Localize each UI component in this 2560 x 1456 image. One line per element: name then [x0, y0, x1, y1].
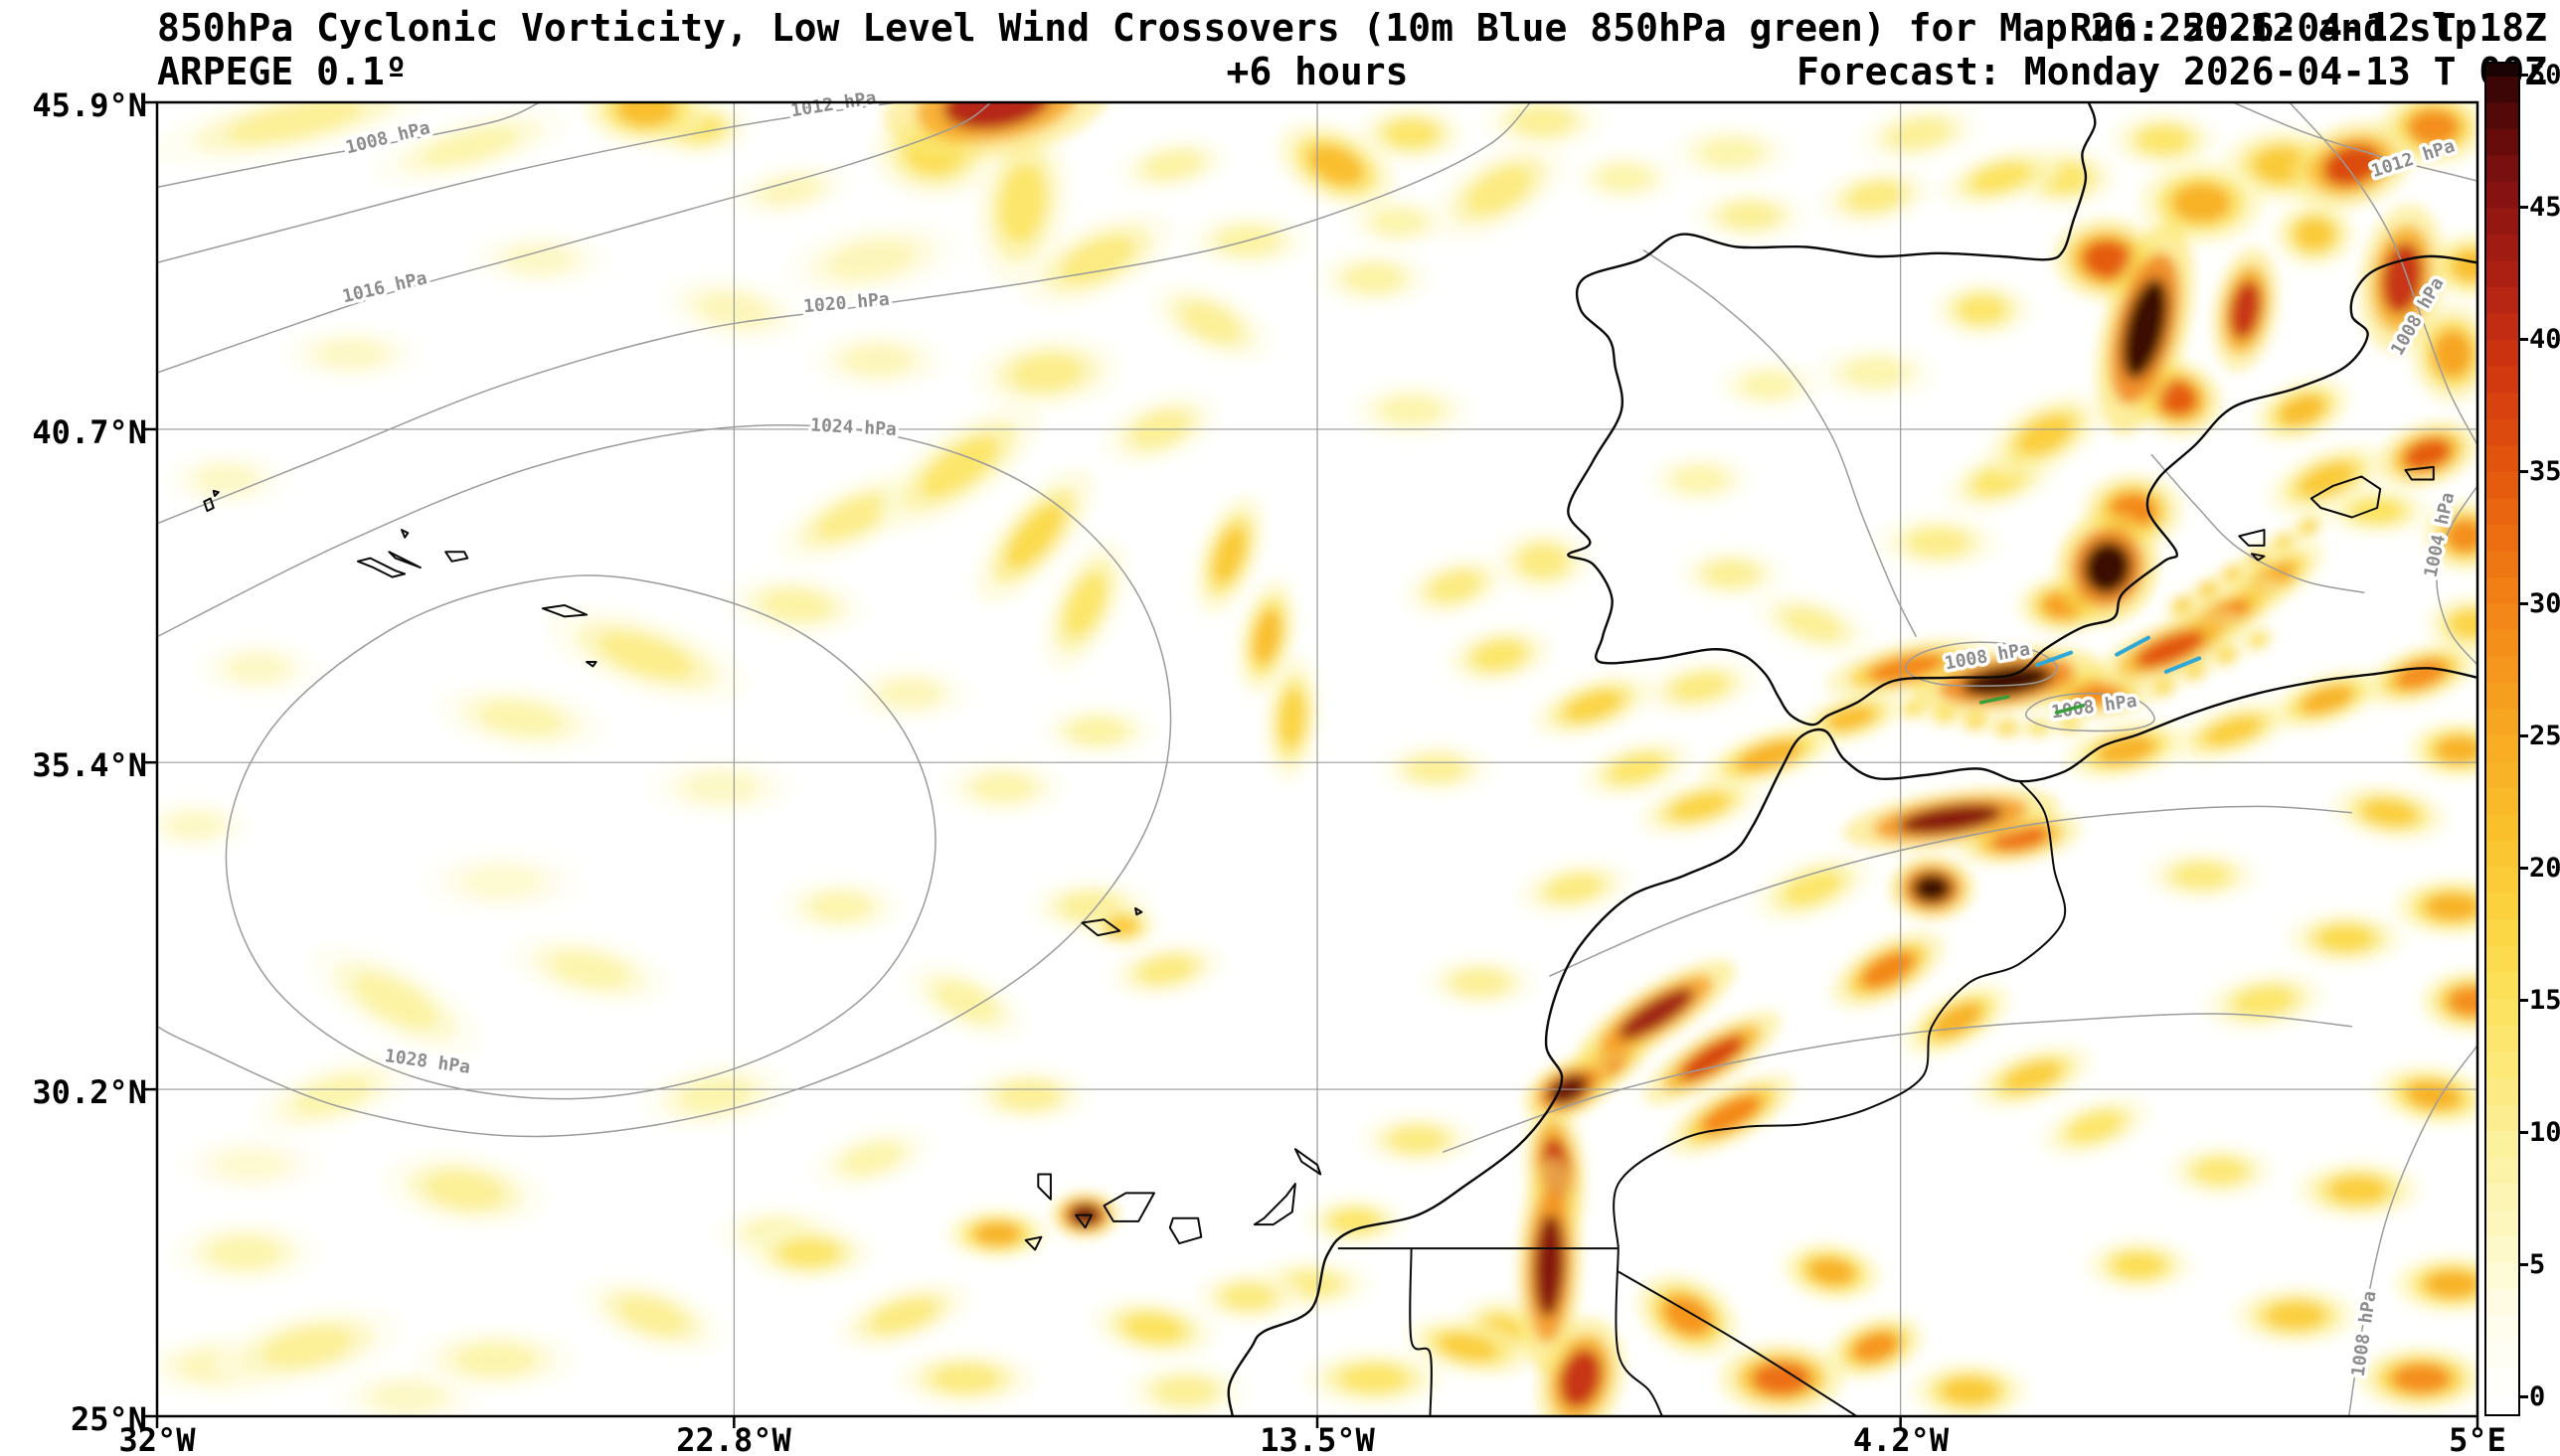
colorbar-tick-mark	[2518, 338, 2528, 341]
colorbar-tick-label: 5	[2529, 1249, 2546, 1280]
wind-crossover-markers	[1978, 635, 2202, 715]
x-tick-label: 32°W	[118, 1421, 196, 1456]
x-tick-label: 4.2°W	[1852, 1421, 1950, 1456]
svg-text:1016 hPa: 1016 hPa	[340, 267, 428, 307]
colorbar-tick-mark	[2518, 206, 2528, 209]
colorbar-tick-mark	[2518, 734, 2528, 737]
y-tick-label: 45.9°N	[32, 86, 147, 124]
colorbar-tick-label: 50	[2529, 60, 2560, 90]
colorbar-tick-mark	[2518, 999, 2528, 1002]
colorbar-tick-label: 30	[2529, 588, 2560, 619]
colorbar-tick-label: 25	[2529, 721, 2560, 751]
svg-text:1024 hPa: 1024 hPa	[810, 414, 898, 440]
colorbar-tick-label: 0	[2529, 1381, 2546, 1412]
title-main: 850hPa Cyclonic Vorticity, Low Level Win…	[157, 6, 2477, 50]
y-tick-label: 35.4°N	[32, 746, 147, 784]
islands	[203, 465, 2435, 1251]
colorbar-tick-label: 10	[2529, 1117, 2560, 1148]
y-tick-label: 25°N	[70, 1400, 147, 1438]
coastlines	[1227, 102, 2477, 1416]
x-tick-label: 5°E	[2449, 1421, 2506, 1456]
y-tick-label: 30.2°N	[32, 1073, 147, 1111]
colorbar-tick-label: 40	[2529, 324, 2560, 355]
subtitle-leadtime: +6 hours	[1226, 50, 1409, 93]
slp-contours	[157, 102, 2477, 1416]
axis-ticks	[145, 100, 2479, 1428]
subtitle-forecast: Forecast: Monday 2026-04-13 T 00Z	[1796, 50, 2547, 93]
colorbar-tick-label: 20	[2529, 853, 2560, 884]
colorbar-tick-mark	[2518, 1263, 2528, 1266]
colorbar-tick-mark	[2518, 1395, 2528, 1398]
colorbar-tick-mark	[2518, 470, 2528, 473]
colorbar-tick-mark	[2518, 867, 2528, 870]
country-borders	[1337, 780, 2067, 1416]
title-run: Run: 2026-04-12 T 18Z	[2069, 6, 2547, 50]
colorbar	[2484, 62, 2520, 1416]
plot-frame	[155, 100, 2479, 1418]
x-tick-label: 22.8°W	[676, 1421, 791, 1456]
x-tick-label: 13.5°W	[1260, 1421, 1375, 1456]
colorbar-tick-mark	[2518, 1131, 2528, 1134]
subtitle-model: ARPEGE 0.1º	[157, 50, 408, 93]
y-tick-label: 40.7°N	[32, 413, 147, 451]
svg-text:1012 hPa: 1012 hPa	[789, 87, 878, 121]
colorbar-tick-mark	[2518, 74, 2528, 77]
colorbar-tick-mark	[2518, 602, 2528, 605]
colorbar-tick-label: 35	[2529, 456, 2560, 487]
graticule	[157, 102, 2477, 1416]
vorticity-field	[157, 102, 2477, 1416]
colorbar-tick-label: 15	[2529, 985, 2560, 1016]
colorbar-tick-label: 45	[2529, 192, 2560, 223]
